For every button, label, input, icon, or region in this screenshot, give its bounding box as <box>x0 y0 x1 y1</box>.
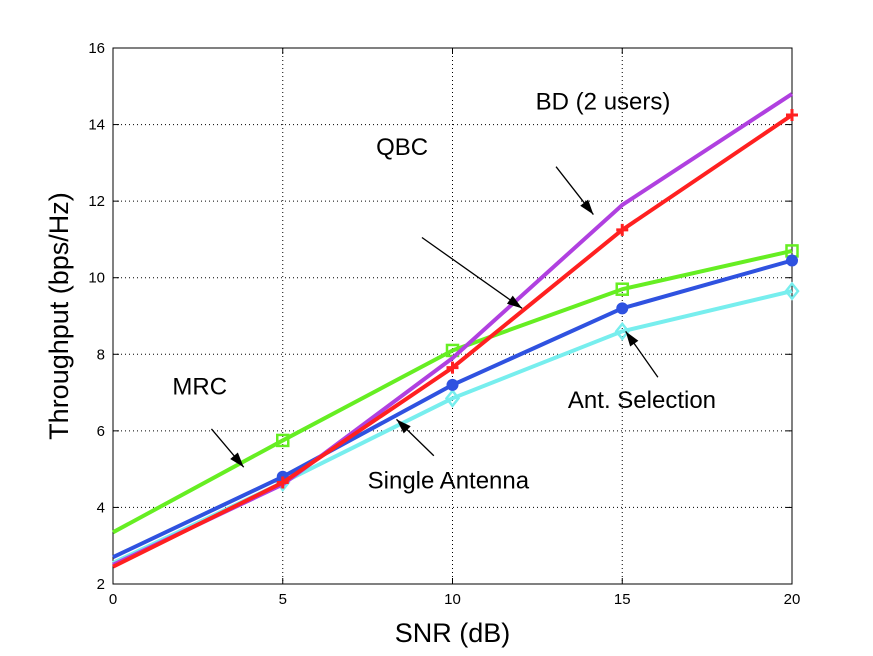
axis-ticks: 0 5 10 15 20 2 4 6 8 10 12 14 16 <box>88 40 800 608</box>
point-qbc-15 <box>616 223 629 236</box>
y-tick-label: 16 <box>88 40 105 57</box>
point-ant-selection-20 <box>786 254 798 267</box>
y-tick-label: 4 <box>97 499 105 516</box>
annotation-bd-2-users: BD (2 users) <box>536 88 671 115</box>
series-line-mrc <box>112 248 793 535</box>
point-mrc-5 <box>276 433 290 448</box>
y-tick-label: 14 <box>88 117 105 134</box>
point-single-antenna-10 <box>444 388 461 408</box>
x-tick-label: 0 <box>109 591 117 608</box>
point-single-antenna-20 <box>784 281 800 301</box>
annotation-qbc: QBC <box>376 134 428 161</box>
annotation-single-antenna: Single Antenna <box>368 467 530 494</box>
series-lines <box>112 92 800 569</box>
x-tick-label: 20 <box>784 591 801 608</box>
annotation-arrowhead-mrc <box>230 452 244 468</box>
y-tick-label: 12 <box>88 193 105 210</box>
annotations: BD (2 users) QBC MRC Single Antenna Ant. Sel… <box>172 88 716 494</box>
y-tick-label: 2 <box>97 576 105 593</box>
y-axis-label: Throughput (bps/Hz) <box>44 192 74 440</box>
grid <box>113 48 792 584</box>
y-tick-label: 10 <box>88 270 105 287</box>
annotation-arrowhead-qbc <box>506 295 523 309</box>
series-qbc <box>112 109 798 569</box>
x-tick-label: 15 <box>614 591 631 608</box>
point-ant-selection-15 <box>616 302 629 315</box>
annotation-arrowhead-ant-selection <box>625 331 639 347</box>
point-single-antenna-15 <box>614 321 630 341</box>
annotation-arrow-qbc <box>421 236 523 309</box>
point-qbc-20 <box>786 109 798 121</box>
y-tick-label: 6 <box>97 423 105 440</box>
annotation-ant-selection: Ant. Selection <box>568 387 716 414</box>
x-tick-label: 10 <box>444 591 461 608</box>
annotation-mrc: MRC <box>172 373 227 400</box>
y-tick-label: 8 <box>97 346 105 363</box>
x-tick-label: 5 <box>279 591 287 608</box>
point-qbc-10 <box>446 361 459 374</box>
annotation-arrowhead-single-antenna <box>396 419 411 434</box>
point-ant-selection-10 <box>446 378 459 391</box>
annotation-arrowhead-bd-2-users <box>580 199 594 215</box>
point-qbc-5 <box>276 476 289 489</box>
point-mrc-15 <box>615 282 629 296</box>
x-axis-label: SNR (dB) <box>395 618 511 648</box>
